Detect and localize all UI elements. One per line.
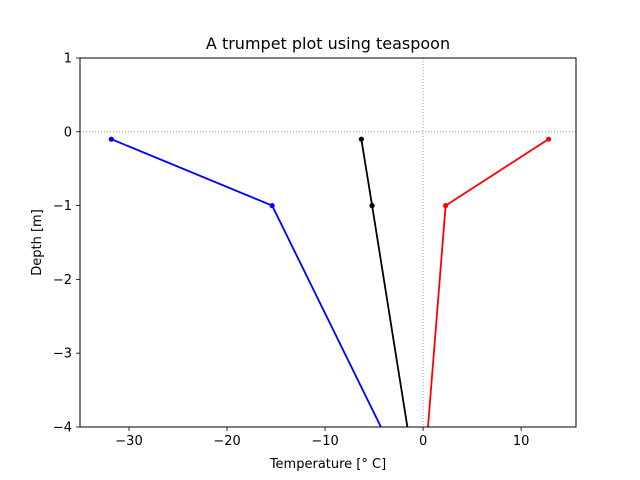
series-2-point-0 — [545, 136, 552, 142]
x-axis: −30 −20 −10 0 10 — [115, 427, 529, 449]
x-tick-label: −10 — [311, 434, 338, 449]
series-2-point-1 — [443, 203, 449, 209]
y-axis-label: Depth [m] — [30, 209, 45, 276]
y-tick-label: 0 — [64, 125, 72, 140]
series-1-point-0 — [358, 136, 364, 142]
y-tick-label: −3 — [53, 347, 72, 362]
series-0-point-1 — [269, 203, 275, 209]
x-tick-label: −20 — [213, 434, 240, 449]
series-0-point-0 — [108, 136, 114, 142]
series-layer — [108, 136, 552, 427]
x-tick-label: −30 — [115, 434, 142, 449]
y-tick-label: −2 — [53, 273, 72, 288]
series-1-point-1 — [369, 203, 375, 209]
y-tick-label: 1 — [64, 52, 72, 67]
y-axis: 1 0 −1 −2 −3 −4 — [53, 52, 80, 436]
chart-title: A trumpet plot using teaspoon — [206, 34, 450, 53]
x-tick-label: 10 — [513, 434, 530, 449]
x-tick-label: 0 — [419, 434, 427, 449]
x-axis-label: Temperature [° C] — [269, 457, 386, 472]
plot-frame — [79, 57, 577, 428]
y-tick-label: −4 — [53, 421, 72, 436]
y-tick-label: −1 — [53, 199, 72, 214]
